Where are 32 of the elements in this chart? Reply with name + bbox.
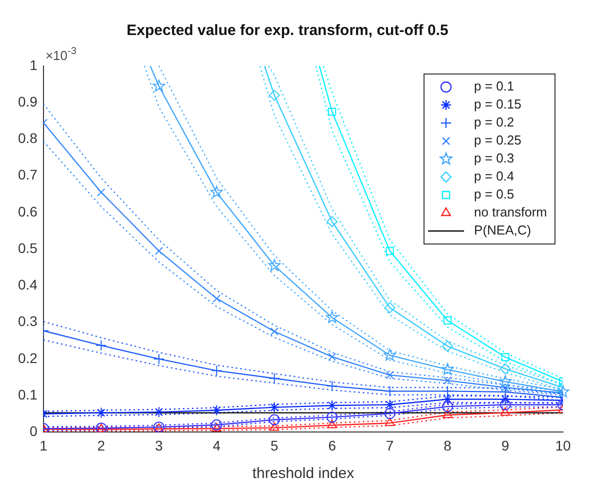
y-tick-label: 1 xyxy=(30,56,38,73)
chart-title: Expected value for exp. transform, cut-off 0.5 xyxy=(126,22,448,40)
x-tick-label: 5 xyxy=(270,437,278,454)
legend-label: p = 0.5 xyxy=(474,186,514,202)
x-tick-label: 2 xyxy=(97,437,106,454)
y-tick-label: 0.7 xyxy=(18,166,38,183)
y-tick-label: 0.3 xyxy=(18,313,38,330)
legend-label: no transform xyxy=(474,204,548,220)
y-tick-label: 0.1 xyxy=(18,386,38,402)
x-tick-label: 10 xyxy=(555,437,571,454)
x-tick-label: 6 xyxy=(328,437,336,454)
y-tick-label: 0.9 xyxy=(18,93,38,110)
legend-label: p = 0.2 xyxy=(474,114,514,130)
x-axis-title: threshold index xyxy=(252,465,355,482)
y-tick-label: 0 xyxy=(30,423,38,440)
x-tick-label: 1 xyxy=(40,437,48,454)
legend-label: P(NEA,C) xyxy=(474,222,532,238)
x-tick-label: 4 xyxy=(212,437,221,454)
legend-label: p = 0.15 xyxy=(474,96,522,112)
x-tick-label: 8 xyxy=(444,437,452,454)
y-tick-label: 0.5 xyxy=(18,240,38,256)
legend-label: p = 0.3 xyxy=(474,150,514,166)
y-tick-label: 0.6 xyxy=(18,203,38,220)
y-tick-label: 0.2 xyxy=(18,350,38,366)
x-tick-label: 9 xyxy=(501,437,510,454)
legend-label: p = 0.1 xyxy=(474,78,514,94)
x-tick-label: 7 xyxy=(386,437,394,454)
y-tick-label: 0.8 xyxy=(18,130,38,146)
legend-label: p = 0.25 xyxy=(474,132,522,148)
x-tick-label: 3 xyxy=(155,437,164,454)
y-tick-label: 0.4 xyxy=(18,276,38,293)
legend-label: p = 0.4 xyxy=(474,168,514,184)
